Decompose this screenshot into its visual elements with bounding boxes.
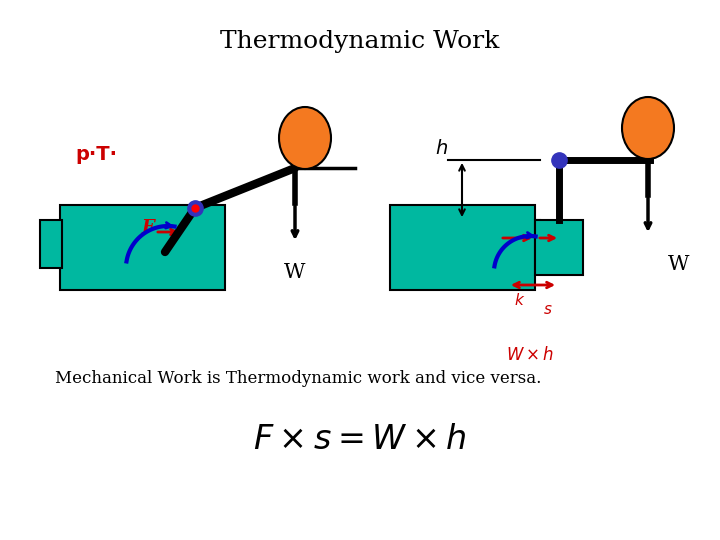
Text: p·T·: p·T· bbox=[75, 145, 117, 165]
Text: $k$: $k$ bbox=[514, 292, 526, 308]
Text: W: W bbox=[668, 255, 690, 274]
Ellipse shape bbox=[622, 97, 674, 159]
Bar bbox=[390, 205, 535, 290]
Bar bbox=[60, 205, 225, 290]
Ellipse shape bbox=[279, 107, 331, 169]
Text: Mechanical Work is Thermodynamic work and vice versa.: Mechanical Work is Thermodynamic work an… bbox=[55, 370, 541, 387]
Text: F: F bbox=[142, 219, 154, 237]
Text: $W \times h$: $W \times h$ bbox=[506, 346, 554, 364]
Text: $h$: $h$ bbox=[435, 138, 448, 158]
Text: $s$: $s$ bbox=[543, 303, 553, 317]
Text: W: W bbox=[284, 263, 306, 282]
Text: $F \times s = W \times h$: $F \times s = W \times h$ bbox=[253, 424, 467, 456]
Bar bbox=[535, 220, 583, 275]
Bar bbox=[40, 220, 62, 268]
Text: Thermodynamic Work: Thermodynamic Work bbox=[220, 30, 500, 53]
